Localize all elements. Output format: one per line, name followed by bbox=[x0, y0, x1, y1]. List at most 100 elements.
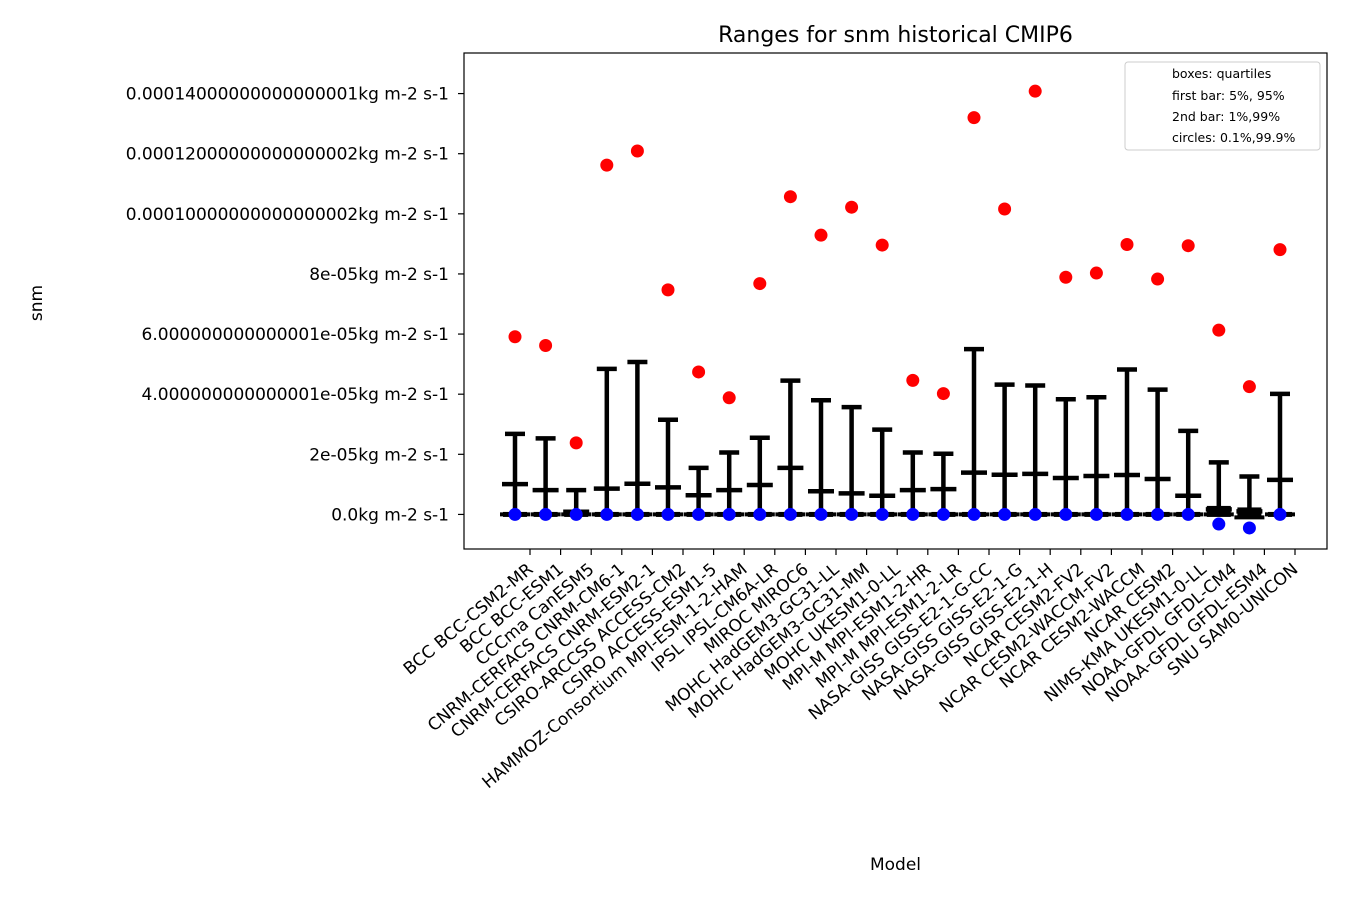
p01-circle bbox=[936, 507, 950, 521]
model-range-14 bbox=[897, 373, 928, 521]
p999-circle bbox=[1089, 266, 1103, 280]
legend-entry: circles: 0.1%,99.9% bbox=[1172, 130, 1296, 145]
p999-circle bbox=[1181, 239, 1195, 253]
model-range-24 bbox=[1203, 323, 1234, 531]
model-range-22 bbox=[1142, 272, 1173, 521]
model-range-15 bbox=[928, 387, 959, 521]
y-axis: 0.0kg m-2 s-1 2e-05kg m-2 s-1 4.0000000000… bbox=[126, 85, 464, 525]
legend-entry: 2nd bar: 1%,99% bbox=[1172, 109, 1280, 124]
p999-circle bbox=[630, 144, 644, 158]
model-range-7 bbox=[683, 365, 714, 521]
p999-circle bbox=[508, 330, 522, 344]
model-range-12 bbox=[836, 200, 867, 521]
p01-circle bbox=[508, 507, 522, 521]
chart-title: Ranges for snm historical CMIP6 bbox=[718, 23, 1073, 48]
legend: boxes: quartiles first bar: 5%, 95% 2nd … bbox=[1124, 61, 1321, 151]
model-range-4 bbox=[591, 158, 622, 521]
model-range-21 bbox=[1112, 237, 1142, 521]
p01-circle bbox=[600, 507, 614, 521]
p01-circle bbox=[539, 507, 553, 521]
p01-circle bbox=[630, 507, 644, 521]
p999-circle bbox=[783, 190, 797, 204]
model-range-19 bbox=[1050, 270, 1081, 521]
p999-circle bbox=[1242, 380, 1256, 394]
p999-circle bbox=[875, 238, 889, 252]
legend-entry: boxes: quartiles bbox=[1172, 66, 1271, 81]
p01-circle bbox=[569, 507, 583, 521]
p01-circle bbox=[967, 507, 981, 521]
p01-circle bbox=[1151, 507, 1165, 521]
p999-circle bbox=[692, 365, 706, 379]
quartile-box bbox=[1237, 507, 1262, 517]
model-range-11 bbox=[806, 228, 836, 521]
p999-circle bbox=[1028, 84, 1042, 98]
p01-circle bbox=[753, 507, 767, 521]
p01-circle bbox=[1181, 507, 1195, 521]
model-range-6 bbox=[653, 283, 683, 521]
plot-frame bbox=[463, 52, 1328, 550]
p01-circle bbox=[845, 507, 859, 521]
quartile-box bbox=[1206, 505, 1231, 517]
y-tick-label: 0.0kg m-2 s-1 bbox=[331, 505, 449, 525]
y-tick-label: 2e-05kg m-2 s-1 bbox=[309, 445, 449, 465]
p01-circle bbox=[1059, 507, 1073, 521]
model-range-1 bbox=[500, 330, 530, 521]
model-range-9 bbox=[744, 277, 775, 521]
p01-circle bbox=[783, 507, 797, 521]
p01-circle bbox=[661, 507, 675, 521]
model-range-3 bbox=[561, 436, 592, 521]
model-range-18 bbox=[1020, 84, 1051, 521]
p999-circle bbox=[1212, 323, 1226, 337]
y-tick-label: 0.00012000000000000002kg m-2 s-1 bbox=[126, 145, 449, 165]
model-range-10 bbox=[775, 190, 806, 521]
p01-circle bbox=[1242, 521, 1256, 535]
p999-circle bbox=[569, 436, 583, 450]
model-range-23 bbox=[1173, 239, 1204, 521]
p01-circle bbox=[1028, 507, 1042, 521]
p01-circle bbox=[1089, 507, 1103, 521]
p999-circle bbox=[1059, 270, 1073, 284]
p01-circle bbox=[875, 507, 889, 521]
model-range-8 bbox=[714, 391, 745, 521]
model-range-5 bbox=[622, 144, 653, 521]
p999-circle bbox=[998, 202, 1012, 216]
model-range-25 bbox=[1234, 380, 1265, 535]
p01-circle bbox=[1212, 517, 1226, 531]
p01-circle bbox=[1120, 507, 1134, 521]
p999-circle bbox=[906, 373, 920, 387]
x-axis-label: Model bbox=[870, 855, 921, 875]
model-range-2 bbox=[530, 338, 561, 521]
p999-circle bbox=[600, 158, 614, 172]
y-tick-label: 4.000000000000001e-05kg m-2 s-1 bbox=[142, 385, 449, 405]
p999-circle bbox=[722, 391, 736, 405]
y-tick-label: 0.00014000000000000001kg m-2 s-1 bbox=[126, 85, 449, 105]
y-tick-label: 6.000000000000001e-05kg m-2 s-1 bbox=[142, 325, 449, 345]
p999-circle bbox=[845, 200, 859, 214]
p999-circle bbox=[661, 283, 675, 297]
p01-circle bbox=[692, 507, 706, 521]
chart-marks bbox=[500, 84, 1295, 535]
p999-circle bbox=[967, 111, 981, 125]
model-range-26 bbox=[1265, 243, 1295, 521]
p999-circle bbox=[936, 387, 950, 401]
p01-circle bbox=[906, 507, 920, 521]
model-range-13 bbox=[867, 238, 898, 521]
p999-circle bbox=[1120, 237, 1134, 251]
y-tick-label: 0.00010000000000000002kg m-2 s-1 bbox=[126, 205, 449, 225]
p01-circle bbox=[1273, 507, 1287, 521]
p999-circle bbox=[1151, 272, 1165, 286]
p01-circle bbox=[814, 507, 828, 521]
p999-circle bbox=[1273, 243, 1287, 257]
legend-box bbox=[1124, 61, 1321, 151]
model-range-20 bbox=[1081, 266, 1112, 521]
model-range-16 bbox=[959, 111, 989, 521]
p999-circle bbox=[753, 277, 767, 291]
p999-circle bbox=[539, 338, 553, 352]
y-tick-label: 8e-05kg m-2 s-1 bbox=[309, 265, 449, 285]
p999-circle bbox=[814, 228, 828, 242]
model-range-17 bbox=[989, 202, 1020, 521]
y-axis-label: snm bbox=[27, 285, 47, 321]
legend-entry: first bar: 5%, 95% bbox=[1172, 88, 1285, 103]
